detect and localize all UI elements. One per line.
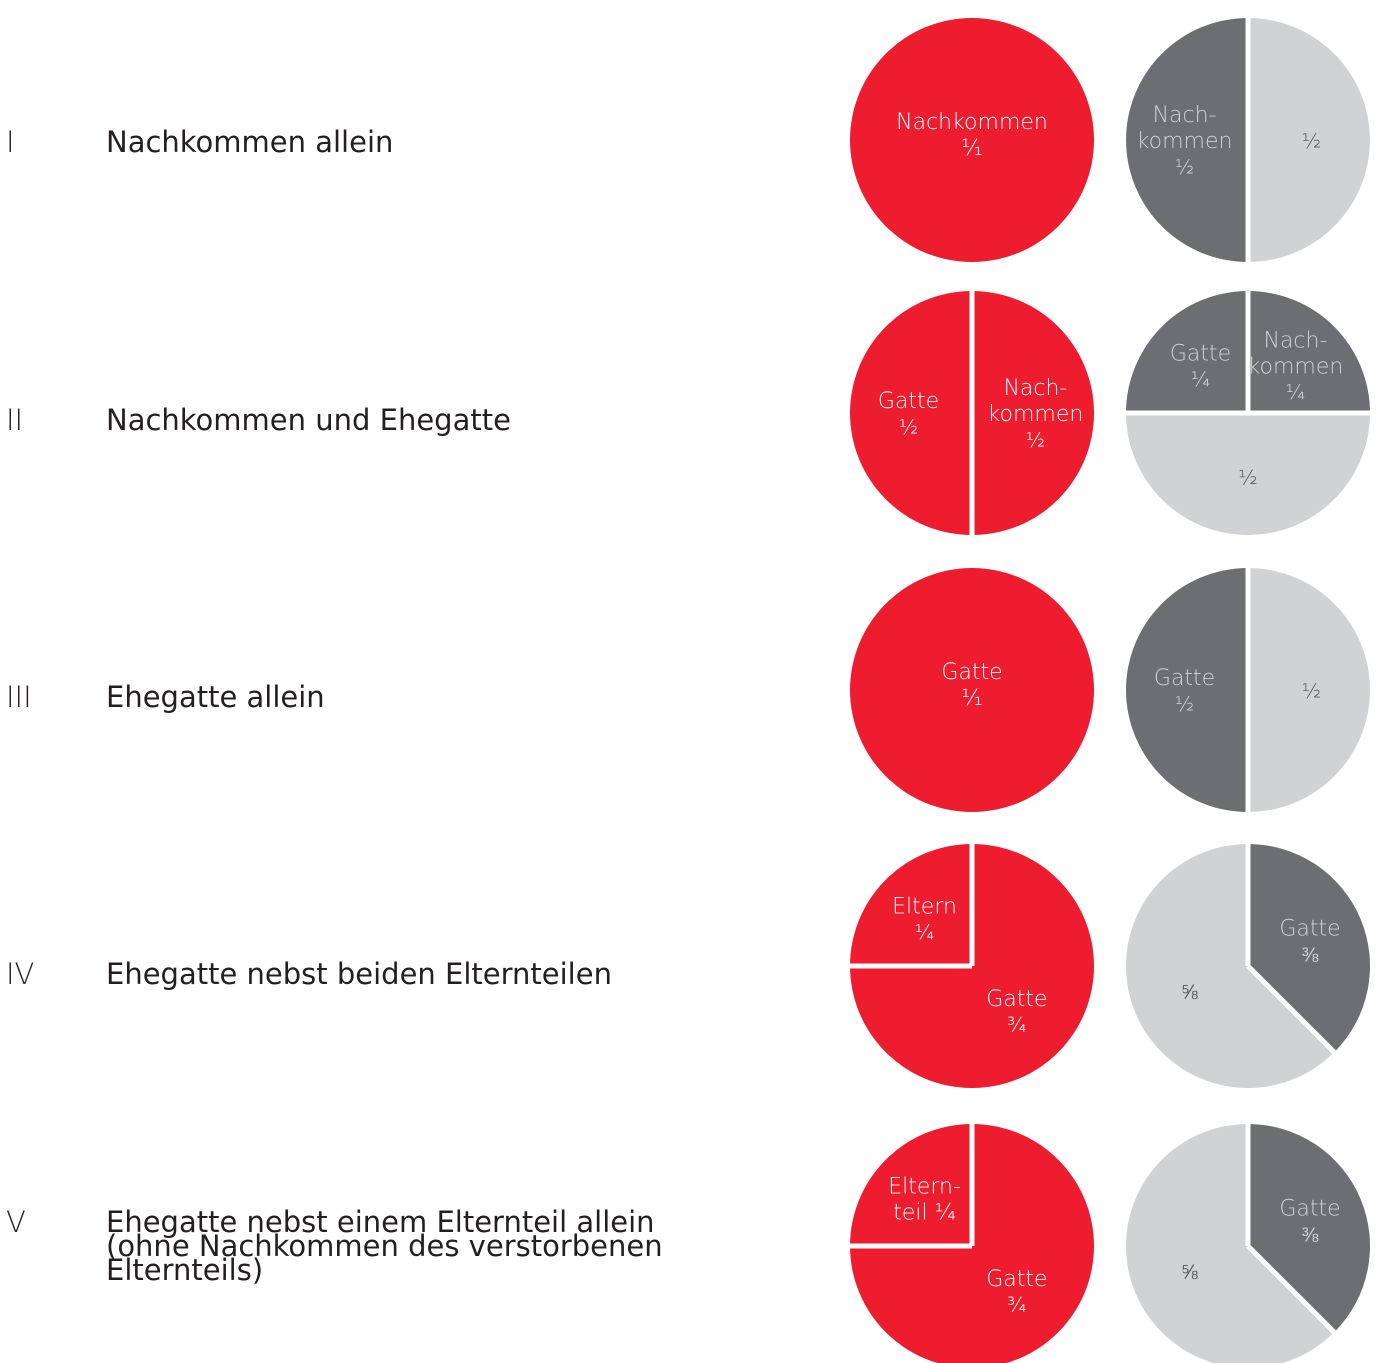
slice-label: kommen bbox=[1248, 355, 1344, 380]
pie-slice bbox=[972, 291, 1094, 535]
pie-slice bbox=[1126, 1124, 1335, 1363]
row-numeral: V bbox=[6, 1205, 26, 1239]
pie-slice bbox=[1248, 1124, 1370, 1333]
pie-slice bbox=[850, 291, 972, 535]
slice-label: ⅝ bbox=[1181, 1259, 1198, 1283]
slice-label: Gatte bbox=[1154, 666, 1215, 691]
slice-label: teil ¼ bbox=[893, 1201, 956, 1226]
pie-slice bbox=[1248, 18, 1370, 262]
slice-label: ¼ bbox=[1286, 381, 1305, 405]
slice-label: ¹⁄₁ bbox=[961, 136, 982, 161]
row-numeral: II bbox=[6, 403, 24, 437]
slice-label: ¼ bbox=[915, 921, 934, 945]
slice-separator bbox=[1246, 1244, 1338, 1336]
pie-slice bbox=[1126, 844, 1335, 1088]
row-label-line: Ehegatte allein bbox=[106, 680, 325, 714]
slice-label: ⅜ bbox=[1302, 942, 1319, 966]
slice-label: ½ bbox=[1302, 129, 1321, 153]
slice-label: Eltern bbox=[892, 895, 957, 920]
slice-label: kommen bbox=[1137, 129, 1233, 154]
pie-slice bbox=[850, 844, 972, 966]
row-label-line: (ohne Nachkommen des verstorbenen bbox=[106, 1229, 663, 1263]
slice-label: ⅜ bbox=[1302, 1222, 1319, 1246]
slice-label: Nach- bbox=[1003, 376, 1067, 401]
pie-slice bbox=[850, 1124, 972, 1246]
pie-slice bbox=[1248, 844, 1370, 1053]
slice-label: Nach- bbox=[1153, 103, 1217, 128]
slice-label: ½ bbox=[1175, 692, 1194, 716]
slice-label: Gatte bbox=[941, 660, 1002, 685]
slice-label: ¹⁄₁ bbox=[961, 686, 982, 711]
pie-slice bbox=[1126, 413, 1370, 535]
slice-label: ½ bbox=[1175, 155, 1194, 179]
slice-label: ½ bbox=[899, 415, 918, 439]
slice-label: Gatte bbox=[986, 987, 1047, 1012]
pie-slice bbox=[1126, 18, 1248, 262]
slice-label: ¾ bbox=[1007, 1013, 1026, 1037]
row-numeral: I bbox=[6, 125, 15, 159]
slice-label: Gatte bbox=[1170, 342, 1231, 367]
slice-separator bbox=[1246, 964, 1338, 1056]
slice-label: ½ bbox=[1302, 679, 1321, 703]
slice-label: Gatte bbox=[1279, 1196, 1340, 1221]
slice-label: ½ bbox=[1026, 428, 1045, 452]
row-label-line: Nachkommen und Ehegatte bbox=[106, 403, 511, 437]
row-label-line: Elternteils) bbox=[106, 1253, 264, 1287]
row-numeral: IV bbox=[6, 957, 35, 991]
slice-label: Gatte bbox=[1279, 916, 1340, 941]
pie-slice bbox=[850, 18, 1094, 262]
pie-slice bbox=[1248, 568, 1370, 812]
row-label-line: Ehegatte nebst beiden Elternteilen bbox=[106, 957, 612, 991]
slice-label: ⅝ bbox=[1181, 979, 1198, 1003]
row-label-line: Nachkommen allein bbox=[106, 125, 394, 159]
pie-slice bbox=[850, 568, 1094, 812]
slice-label: Nach- bbox=[1263, 329, 1327, 354]
slice-label: Nachkommen bbox=[896, 110, 1048, 135]
slice-label: ¾ bbox=[1007, 1293, 1026, 1317]
pie-slice bbox=[1126, 568, 1248, 812]
pie-slice bbox=[1126, 291, 1248, 413]
row-label-line: Ehegatte nebst einem Elternteil allein bbox=[106, 1205, 655, 1239]
slice-label: ¼ bbox=[1191, 368, 1210, 392]
slice-label: ½ bbox=[1238, 465, 1257, 489]
row-numeral: III bbox=[6, 680, 32, 714]
slice-label: Gatte bbox=[878, 389, 939, 414]
slice-label: Gatte bbox=[986, 1267, 1047, 1292]
slice-label: kommen bbox=[988, 402, 1084, 427]
pie-slice bbox=[1248, 291, 1370, 413]
slice-label: Eltern- bbox=[888, 1175, 961, 1200]
